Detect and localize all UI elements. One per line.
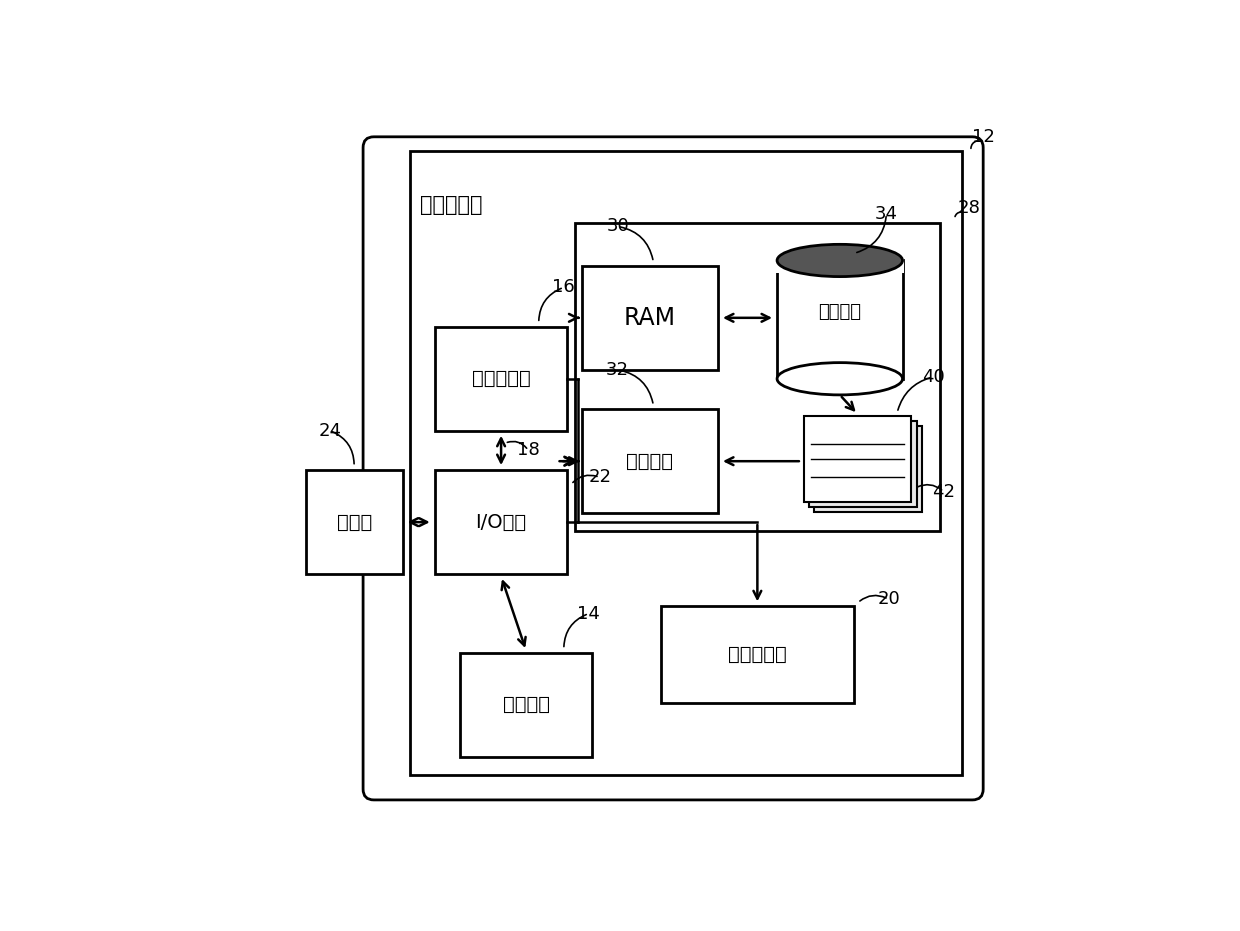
Text: 42: 42 bbox=[932, 482, 955, 501]
Bar bbox=[582, 410, 718, 513]
Bar bbox=[776, 259, 904, 274]
Text: 30: 30 bbox=[606, 218, 629, 236]
Text: RAM: RAM bbox=[624, 305, 676, 330]
Text: 处理器单元: 处理器单元 bbox=[471, 370, 531, 388]
Ellipse shape bbox=[777, 363, 903, 395]
Text: 34: 34 bbox=[875, 205, 898, 223]
Text: 高速缓存: 高速缓存 bbox=[626, 452, 673, 471]
Text: 40: 40 bbox=[921, 368, 945, 386]
Bar bbox=[808, 422, 916, 507]
Bar bbox=[460, 653, 593, 757]
Ellipse shape bbox=[777, 244, 903, 277]
Text: 32: 32 bbox=[606, 361, 629, 379]
Text: 28: 28 bbox=[957, 199, 981, 218]
Text: 存储系统: 存储系统 bbox=[818, 304, 862, 321]
Bar bbox=[582, 266, 718, 370]
Text: 18: 18 bbox=[517, 441, 539, 459]
Bar bbox=[804, 416, 911, 503]
Text: 14: 14 bbox=[578, 604, 600, 623]
Text: 16: 16 bbox=[553, 278, 575, 296]
Text: 12: 12 bbox=[972, 128, 994, 146]
Text: 外部设备: 外部设备 bbox=[502, 695, 549, 714]
Text: I/O接口: I/O接口 bbox=[475, 513, 527, 532]
Bar bbox=[435, 470, 568, 574]
Bar bbox=[574, 223, 940, 531]
Text: 20: 20 bbox=[877, 590, 900, 608]
Text: 网络适配器: 网络适配器 bbox=[728, 645, 786, 664]
Bar bbox=[306, 470, 403, 574]
Bar bbox=[777, 261, 903, 379]
Text: 显示器: 显示器 bbox=[336, 513, 372, 532]
Bar bbox=[813, 426, 921, 512]
FancyBboxPatch shape bbox=[363, 137, 983, 800]
Bar bbox=[435, 327, 568, 431]
Text: 22: 22 bbox=[588, 468, 611, 486]
Bar bbox=[409, 151, 962, 775]
Bar bbox=[661, 606, 854, 703]
Text: 计算机设备: 计算机设备 bbox=[420, 195, 482, 215]
Text: 24: 24 bbox=[319, 422, 341, 439]
